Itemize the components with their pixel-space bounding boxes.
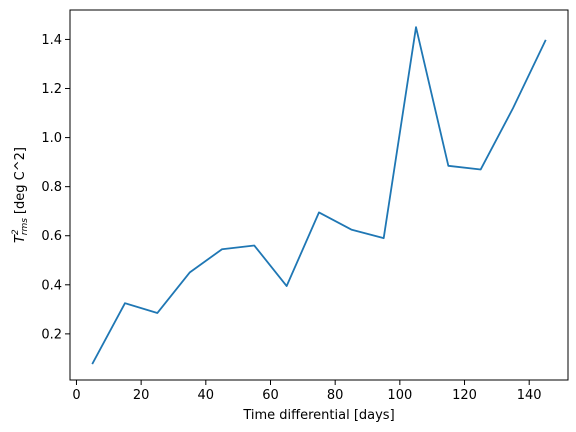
y-axis-label-symbol: T <box>13 234 28 243</box>
x-tick-label: 40 <box>198 388 215 403</box>
x-axis-label: Time differential [days] <box>242 408 394 423</box>
x-tick-label: 80 <box>327 388 344 403</box>
y-tick-label: 1.2 <box>41 82 62 97</box>
x-tick-label: 120 <box>452 388 477 403</box>
y-tick-label: 0.8 <box>41 180 62 195</box>
y-tick-label: 1.4 <box>41 33 62 48</box>
y-axis-label-text: T2rms [deg C^2] <box>11 147 30 243</box>
x-tick-label: 100 <box>387 388 412 403</box>
x-tick-label: 0 <box>72 388 80 403</box>
y-tick-label: 0.2 <box>41 327 62 342</box>
x-tick-label: 60 <box>262 388 279 403</box>
plot-area <box>70 10 568 380</box>
y-axis-label-subscript: rms <box>20 218 30 235</box>
y-axis-ticks: 0.2 0.4 0.6 0.8 1.0 1.2 1.4 <box>41 33 70 342</box>
y-axis-label-superscript: 2 <box>11 229 21 235</box>
plot-frame <box>69 9 569 381</box>
y-tick-label: 0.6 <box>41 229 62 244</box>
y-tick-label: 0.4 <box>41 278 62 293</box>
x-axis-ticks: 0 20 40 60 80 100 120 140 <box>72 380 542 403</box>
series-line <box>91 26 547 365</box>
x-tick-label: 140 <box>517 388 542 403</box>
x-tick-label: 20 <box>133 388 150 403</box>
y-axis-label: T2rms [deg C^2] <box>11 147 30 243</box>
y-axis-label-units: [deg C^2] <box>13 147 28 214</box>
y-tick-label: 1.0 <box>41 131 62 146</box>
